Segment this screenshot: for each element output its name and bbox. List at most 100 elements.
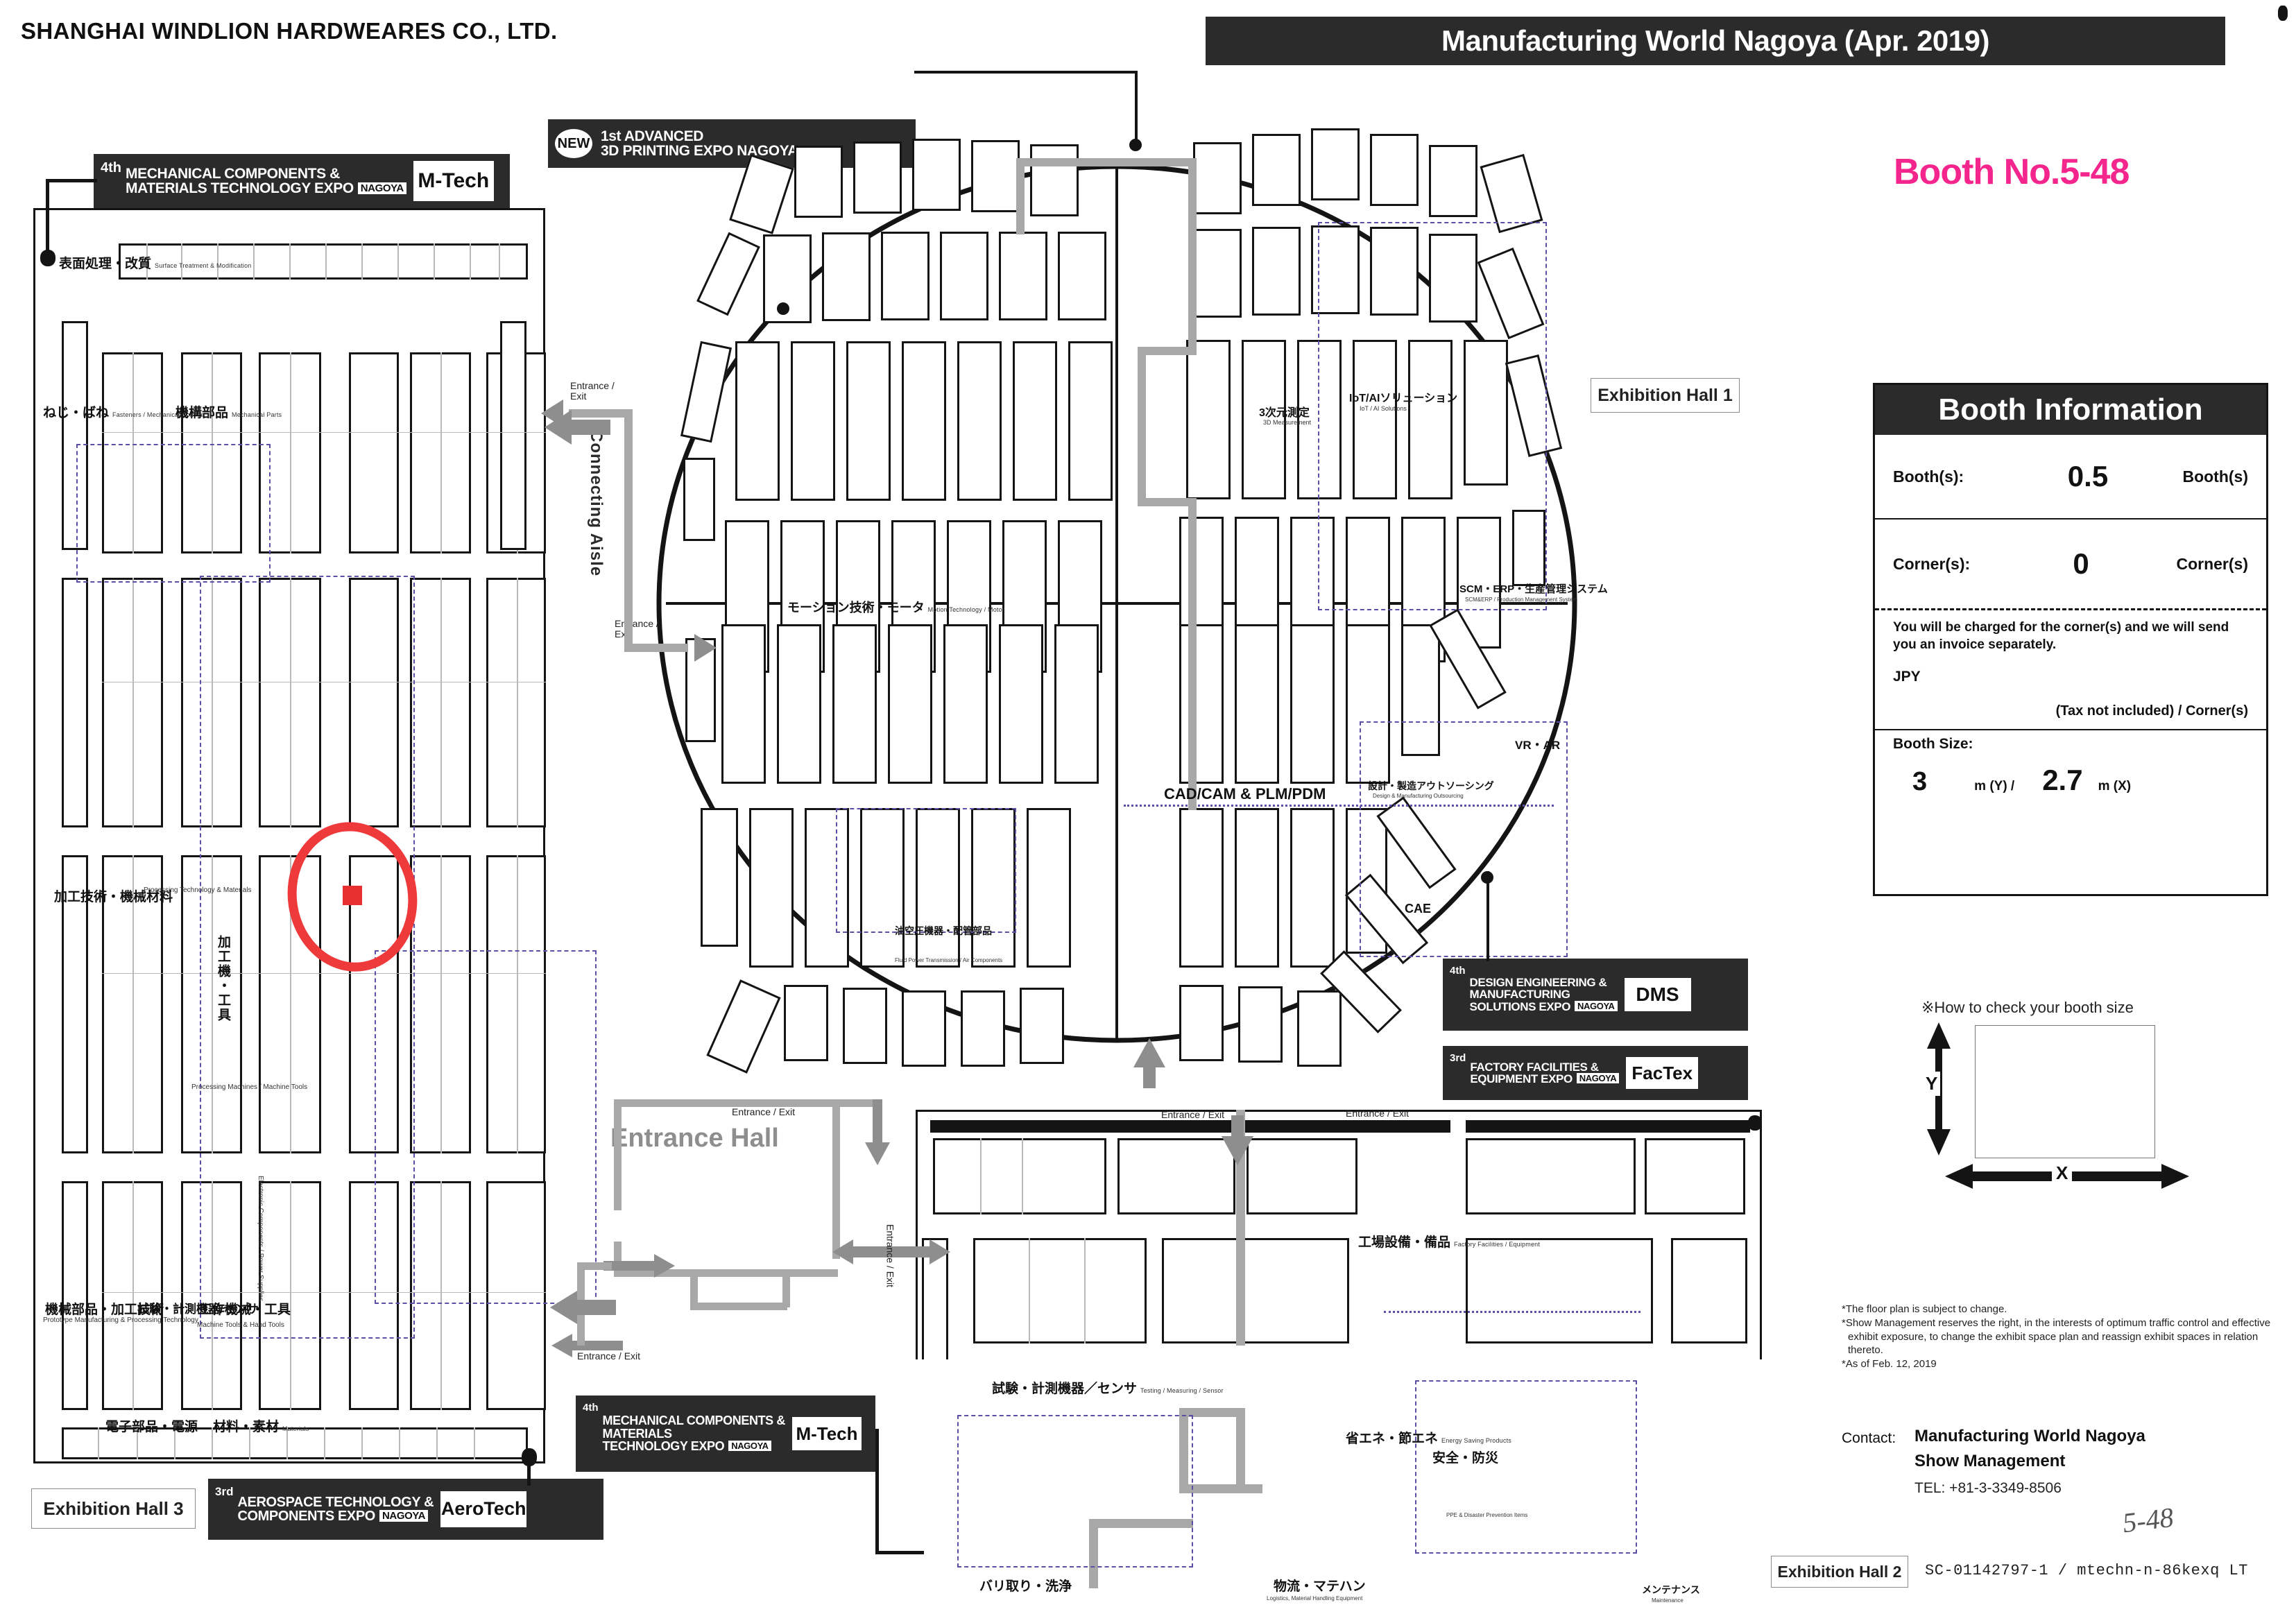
nagoya-tag: NAGOYA (728, 1441, 771, 1452)
banner-mtech-bottom: 4th MECHANICAL COMPONENTS & MATERIALS TE… (576, 1396, 875, 1472)
document-title-band: Manufacturing World Nagoya (Apr. 2019) (1206, 17, 2225, 65)
zone-label-en: 3D Measurement (1263, 419, 1312, 426)
entrance-arrow-icon (603, 1254, 675, 1278)
banner-line2: EQUIPMENT EXPO (1470, 1072, 1573, 1085)
banner-ordinal: 3rd (215, 1485, 234, 1498)
booth-number: Booth No.5-48 (1894, 152, 2130, 192)
hall1-block-group (685, 624, 1138, 1074)
zone-label-en: Machine Tools & Hand Tools (197, 1321, 284, 1329)
aisle-path (1236, 1408, 1245, 1491)
page-corner-dot (2278, 6, 2288, 21)
zone-label: IoT/AIソリューション (1349, 393, 1458, 404)
footnote-item: *As of Feb. 12, 2019 (1842, 1358, 1937, 1371)
zone-label-en: Processing Machines / Machine Tools (191, 1083, 308, 1091)
hall3-entrance-arrow-icon (545, 410, 610, 445)
zone-label-en: IoT / AI Solutions (1360, 405, 1407, 412)
aisle-path (577, 1262, 612, 1270)
contact-label: Contact: (1842, 1430, 1896, 1446)
banner-dms: 4th DESIGN ENGINEERING & MANUFACTURING S… (1443, 959, 1748, 1031)
corner-count-unit: Corner(s) (2176, 554, 2248, 573)
zone-label: 工場設備・備品 Factory Facilities / Equipment (1358, 1235, 1541, 1250)
booth-count-value: 0.5 (2067, 460, 2109, 492)
entrance-arrow-icon (865, 1099, 890, 1165)
connector-line (46, 179, 97, 182)
banner-line2: COMPONENTS EXPO (237, 1509, 375, 1524)
zone-label: 電子部品・電源 (105, 1420, 198, 1434)
zone-boundary (836, 808, 1016, 933)
hall2-lower-blocks (916, 1359, 1762, 1588)
zone-label: 材料・素材 Materials (213, 1420, 309, 1434)
banner-line2: MATERIALS (602, 1426, 672, 1441)
booth-information-card: Booth Information Booth(s): 0.5 Booth(s)… (1873, 383, 2268, 896)
banner-factex: 3rd FACTORY FACILITIES & EQUIPMENT EXPO N… (1443, 1046, 1748, 1100)
connector-dot (1129, 139, 1142, 151)
connector-dot (40, 250, 55, 266)
aisle-path (1236, 1110, 1245, 1346)
aisle-path (1179, 1408, 1188, 1491)
booth-size-y-unit: m (Y) / (1974, 779, 2015, 794)
connector-line (1487, 871, 1489, 961)
banner-ordinal: 4th (101, 160, 121, 175)
entrance-hall-outline (832, 1099, 840, 1259)
zone-label-en: Maintenance (1652, 1597, 1684, 1604)
aisle-path (1089, 1519, 1098, 1588)
zone-label: 3次元測定 (1259, 407, 1310, 419)
entrance-hall-outline (690, 1273, 698, 1307)
zone-label: ねじ・ばね Fasteners / Mechanical Springs (43, 406, 205, 420)
entrance-hall-outline (614, 1099, 622, 1210)
zone-label: 加工技術・機械材料 (54, 890, 173, 904)
entrance-hall-outline (614, 1269, 829, 1277)
zone-label-en: Fluid Power Transmission / Air Component… (895, 957, 1003, 963)
zone-boundary (1124, 805, 1554, 807)
zone-label-en: Prototype Manufacturing & Processing Tec… (43, 1316, 198, 1324)
zone-label: 機構部品 Mechanical Parts (175, 406, 282, 420)
entrance-exit-label: Entrance / Exit (577, 1350, 641, 1362)
entrance-exit-label: Entrance / Exit (1161, 1109, 1225, 1120)
banner-mtech-top: 4th MECHANICAL COMPONENTS & MATERIALS TE… (94, 154, 510, 208)
entrance-exit-label: Entrance / Exit (732, 1106, 796, 1117)
zone-boundary (1384, 1311, 1640, 1313)
new-badge-icon: NEW (555, 129, 592, 158)
entrance-exit-label: Entrance / Exit (570, 380, 615, 402)
booth-count-unit: Booth(s) (2182, 467, 2248, 486)
size-guide-heading: ※How to check your booth size (1921, 999, 2134, 1016)
zone-label: 油空圧機器・配管部品 (895, 925, 992, 936)
booth-size-x-unit: m (X) (2098, 779, 2132, 794)
hall1-block-group (1165, 608, 1595, 1067)
connecting-aisle-path (569, 409, 633, 418)
banner-line1: ADVANCED (624, 128, 704, 144)
contact-org-line2: Show Management (1914, 1452, 2066, 1470)
banner-ordinal: 4th (583, 1402, 599, 1414)
logo-factex: FacTex (1626, 1057, 1699, 1089)
entrance-hall-outline (782, 1273, 790, 1307)
aisle-path (1188, 158, 1197, 352)
connecting-aisle-path (624, 409, 633, 652)
zone-label-en: SCM&ERP / Production Management System (1465, 596, 1578, 603)
hall-label-2: Exhibition Hall 2 (1771, 1556, 1908, 1588)
document-title: Manufacturing World Nagoya (Apr. 2019) (1441, 24, 1990, 57)
zone-label: 表面処理・改質 Surface Treatment & Modification (59, 257, 252, 271)
nagoya-tag: NAGOYA (357, 182, 406, 195)
aisle-path (1179, 1484, 1262, 1493)
banner-line3: SOLUTIONS EXPO (1469, 999, 1571, 1013)
aisle-path (1138, 347, 1146, 506)
zone-label-en: Processing Technology & Materials (144, 886, 252, 894)
spacer (541, 402, 545, 406)
zone-label: モーション技術・モータ Motion Technology / Motor (787, 601, 1005, 615)
hall3-floorplan (33, 208, 546, 1463)
document-code: SC-01142797-1 / mtechn-n-86kexq LT (1925, 1562, 2248, 1579)
connector-line (527, 1457, 531, 1486)
banner-aerotech: 3rd AEROSPACE TECHNOLOGY & COMPONENTS EX… (208, 1479, 603, 1540)
size-guide-booth-rect (1975, 1025, 2155, 1158)
company-name: SHANGHAI WINDLION HARDWEARES CO., LTD. (21, 18, 558, 44)
booth-count-label: Booth(s): (1893, 467, 1964, 486)
banner-line1: FACTORY FACILITIES & (1470, 1060, 1599, 1074)
zone-boundary (957, 1415, 1193, 1568)
connector-line (875, 1551, 924, 1554)
zone-label: VR・AR (1515, 739, 1561, 752)
booth-information-heading: Booth Information (1875, 385, 2266, 435)
zone-label: メンテナンス (1642, 1584, 1700, 1595)
banner-line1: DESIGN ENGINEERING & (1469, 976, 1607, 989)
zone-label: SCM・ERP・生産管理システム (1459, 583, 1608, 595)
aisle-path (1016, 158, 1197, 166)
